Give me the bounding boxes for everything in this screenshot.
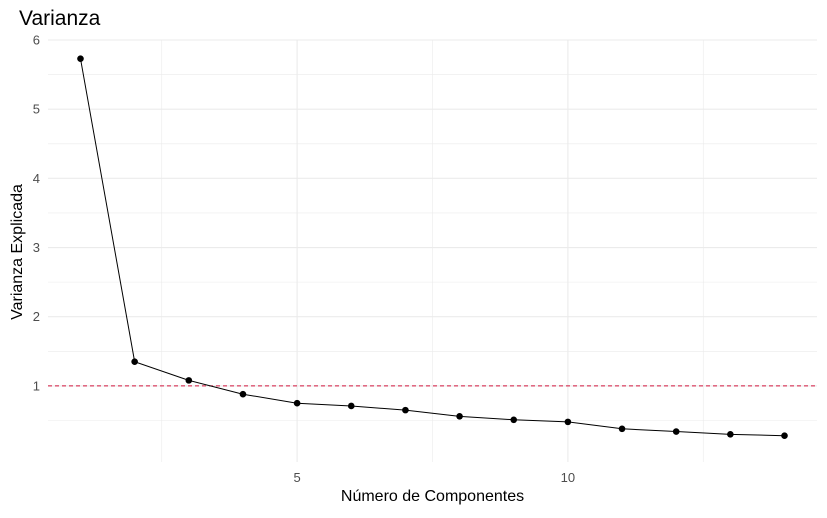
- data-point: [293, 399, 301, 407]
- data-point: [727, 431, 734, 438]
- data-point: [618, 425, 626, 433]
- y-tick-label: 3: [33, 240, 40, 255]
- data-point: [456, 413, 463, 420]
- y-tick-label: 5: [33, 102, 40, 117]
- series-line: [80, 58, 785, 437]
- tick-layer: 1 2 3 4 5 6 5 10: [33, 33, 575, 486]
- series-layer: [77, 55, 788, 440]
- data-point: [77, 55, 84, 62]
- data-point: [564, 418, 572, 426]
- y-tick-label: 6: [33, 33, 40, 48]
- data-point: [781, 432, 788, 440]
- data-point: [510, 416, 518, 424]
- x-tick-label: 5: [293, 470, 300, 485]
- data-point: [185, 377, 193, 384]
- data-point: [402, 406, 409, 414]
- chart-title: Varianza: [19, 7, 101, 30]
- y-axis-label: Varianza Explicada: [9, 184, 26, 320]
- y-tick-label: 1: [33, 378, 40, 393]
- y-tick-label: 2: [33, 309, 40, 324]
- data-point: [672, 428, 680, 435]
- y-tick-label: 4: [33, 171, 40, 186]
- data-point: [239, 390, 247, 398]
- grid-layer: [48, 39, 817, 462]
- x-axis-label: Número de Componentes: [340, 488, 525, 505]
- x-tick-label: 10: [561, 470, 575, 485]
- data-point: [131, 358, 138, 365]
- data-point: [347, 402, 355, 410]
